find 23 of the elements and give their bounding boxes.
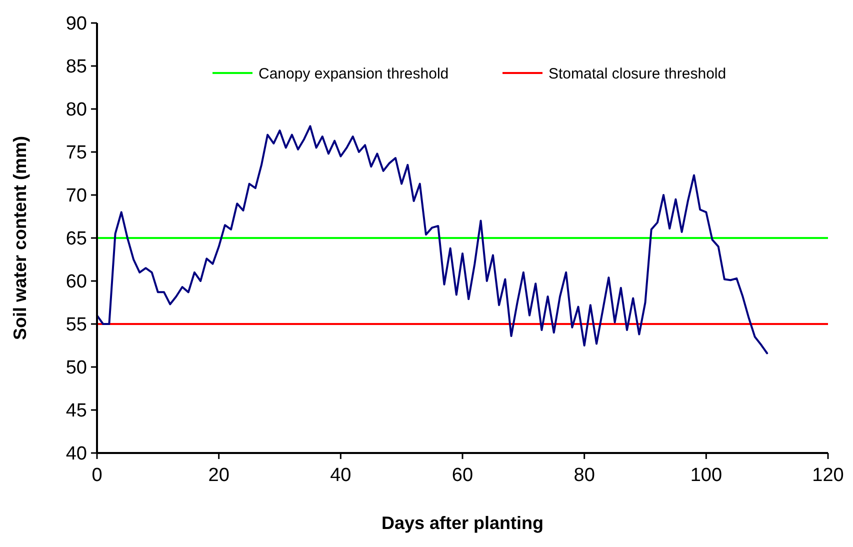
y-tick-label: 80 xyxy=(66,100,87,121)
y-tick-label: 75 xyxy=(66,142,87,164)
y-tick-label: 90 xyxy=(66,14,87,35)
y-axis-title: Soil water content (mm) xyxy=(10,136,30,340)
x-tick-label: 80 xyxy=(574,465,595,486)
y-tick-label: 40 xyxy=(66,444,87,465)
legend-label: Stomatal closure threshold xyxy=(548,65,726,82)
x-tick-label: 100 xyxy=(690,465,722,486)
y-tick-label: 70 xyxy=(66,186,87,207)
x-tick-label: 60 xyxy=(452,465,474,486)
x-tick-label: 20 xyxy=(208,465,230,486)
y-tick-label: 45 xyxy=(66,400,87,422)
y-tick-label: 55 xyxy=(66,314,87,336)
x-tick-label: 40 xyxy=(330,465,352,486)
y-tick-label: 85 xyxy=(66,56,87,78)
y-tick-label: 50 xyxy=(66,358,87,379)
x-axis-title: Days after planting xyxy=(381,513,544,533)
y-tick-label: 60 xyxy=(66,272,87,293)
line-series xyxy=(96,125,768,354)
legend-label: Canopy expansion threshold xyxy=(258,65,449,82)
x-tick-label: 120 xyxy=(812,465,844,486)
y-tick-label: 65 xyxy=(66,228,87,250)
x-tick-label: 0 xyxy=(92,465,102,486)
